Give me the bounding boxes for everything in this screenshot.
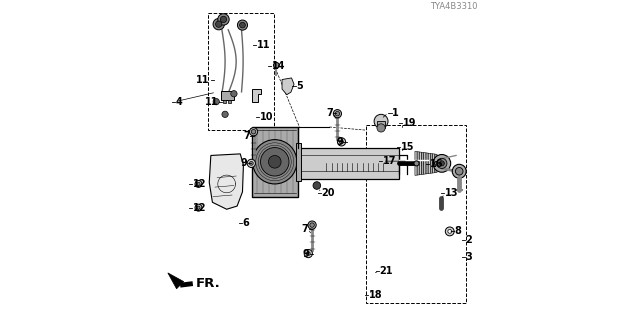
Text: FR.: FR.: [195, 277, 220, 290]
Polygon shape: [209, 154, 243, 209]
Text: 7: 7: [301, 224, 308, 234]
Bar: [377, 121, 385, 128]
Circle shape: [308, 221, 316, 229]
Text: 11: 11: [196, 75, 210, 85]
Circle shape: [213, 19, 225, 30]
Polygon shape: [417, 152, 419, 175]
Circle shape: [213, 99, 220, 105]
Polygon shape: [168, 273, 184, 289]
Text: 18: 18: [369, 290, 383, 300]
Bar: [366, 125, 465, 303]
Text: 14: 14: [272, 61, 285, 71]
Polygon shape: [433, 154, 435, 173]
Bar: [296, 143, 301, 181]
Polygon shape: [252, 127, 298, 196]
Circle shape: [239, 22, 245, 28]
Text: 7: 7: [326, 108, 333, 118]
Circle shape: [448, 229, 452, 233]
Text: 13: 13: [445, 188, 458, 198]
Bar: [223, 100, 226, 103]
Circle shape: [433, 155, 451, 172]
Circle shape: [377, 124, 385, 132]
Text: 20: 20: [321, 188, 335, 198]
Circle shape: [222, 111, 228, 117]
Circle shape: [307, 252, 310, 255]
Circle shape: [313, 182, 321, 189]
Polygon shape: [435, 154, 437, 173]
Circle shape: [197, 206, 200, 209]
Circle shape: [337, 138, 346, 146]
Text: 16: 16: [430, 159, 444, 169]
Text: 7: 7: [243, 132, 250, 141]
Text: 17: 17: [383, 156, 396, 166]
Circle shape: [252, 130, 256, 134]
Text: 5: 5: [296, 82, 303, 92]
Circle shape: [333, 109, 342, 118]
Circle shape: [268, 156, 281, 168]
Circle shape: [250, 162, 253, 165]
Text: 15: 15: [401, 142, 414, 152]
Polygon shape: [282, 78, 294, 95]
Text: 2: 2: [465, 235, 472, 245]
Bar: [228, 100, 232, 103]
Text: 12: 12: [193, 179, 206, 189]
Bar: [298, 148, 399, 179]
Circle shape: [218, 14, 229, 25]
Text: TYA4B3310: TYA4B3310: [430, 2, 477, 11]
Polygon shape: [428, 153, 431, 173]
Polygon shape: [424, 153, 426, 174]
Text: 9: 9: [240, 158, 247, 168]
Text: 6: 6: [243, 219, 249, 228]
Polygon shape: [431, 154, 433, 173]
Circle shape: [340, 140, 344, 144]
Polygon shape: [419, 152, 422, 175]
Text: 1: 1: [392, 108, 399, 118]
Text: 9: 9: [303, 249, 310, 259]
Polygon shape: [422, 152, 424, 174]
Circle shape: [216, 21, 222, 27]
Circle shape: [220, 16, 227, 23]
Circle shape: [260, 148, 289, 176]
Circle shape: [414, 161, 419, 166]
Circle shape: [253, 140, 297, 184]
Circle shape: [435, 162, 438, 165]
Circle shape: [456, 167, 463, 175]
Polygon shape: [426, 153, 428, 174]
Text: 9: 9: [336, 137, 343, 147]
Bar: [207, 13, 274, 130]
Circle shape: [195, 204, 202, 211]
Circle shape: [250, 128, 258, 136]
Circle shape: [197, 182, 200, 186]
Text: 21: 21: [380, 266, 393, 276]
Text: 3: 3: [465, 252, 472, 262]
Text: 8: 8: [455, 226, 461, 236]
Bar: [221, 91, 234, 100]
Circle shape: [374, 114, 388, 128]
Text: 10: 10: [260, 112, 273, 122]
Circle shape: [436, 158, 447, 168]
Circle shape: [273, 62, 279, 68]
Circle shape: [231, 91, 237, 97]
Circle shape: [439, 161, 444, 166]
Text: 19: 19: [403, 118, 417, 128]
Text: 4: 4: [175, 97, 182, 107]
Circle shape: [452, 164, 466, 178]
Polygon shape: [415, 151, 417, 175]
Circle shape: [247, 159, 255, 167]
Text: 11: 11: [205, 97, 218, 107]
Text: 12: 12: [193, 203, 206, 213]
Circle shape: [310, 223, 314, 227]
Circle shape: [237, 20, 248, 30]
Polygon shape: [252, 89, 262, 102]
Circle shape: [304, 249, 312, 258]
Circle shape: [195, 180, 202, 188]
Circle shape: [335, 111, 340, 116]
Text: 11: 11: [257, 40, 270, 50]
Circle shape: [445, 227, 454, 236]
